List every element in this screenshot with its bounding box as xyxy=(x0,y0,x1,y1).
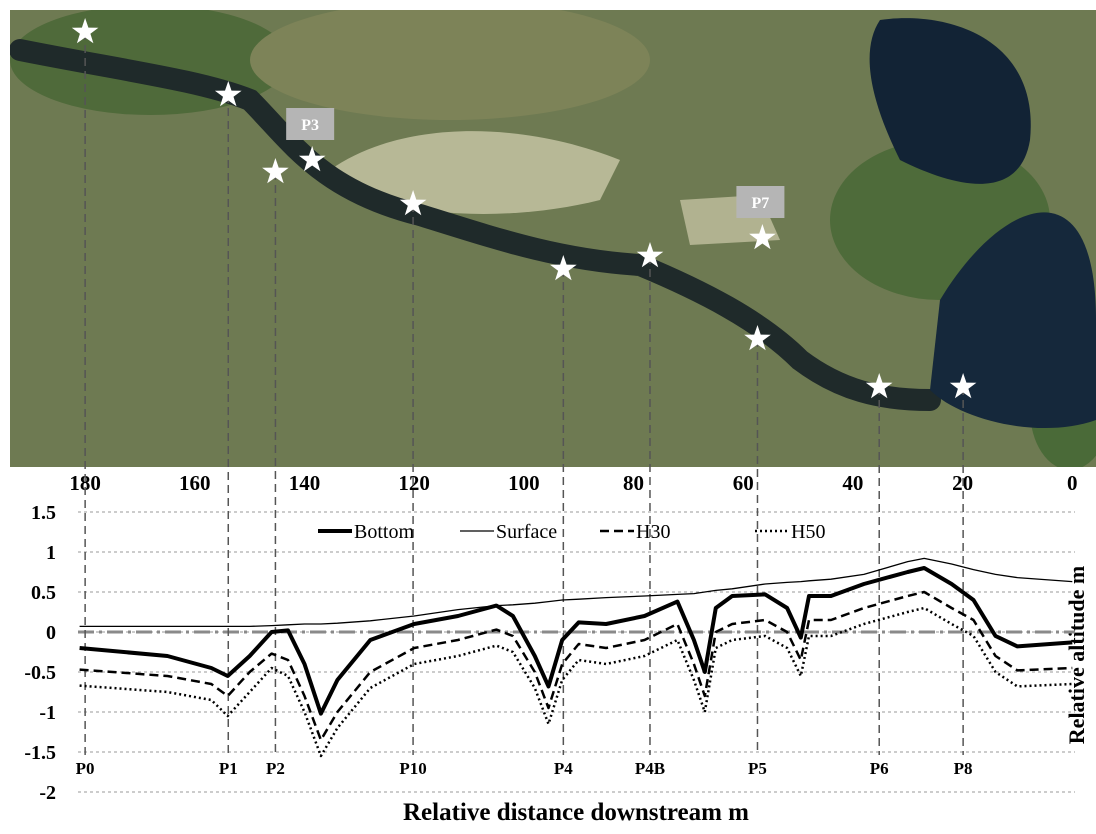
station-label: P8 xyxy=(954,759,973,778)
station-star xyxy=(214,81,242,107)
photo-point-star xyxy=(749,224,776,250)
station-label: P2 xyxy=(266,759,285,778)
x-tick-label: 140 xyxy=(289,471,321,495)
y-tick-label: 1.5 xyxy=(31,502,56,524)
x-tick-label: 40 xyxy=(842,471,863,495)
station-star xyxy=(399,190,427,216)
photo-point-label: P3 xyxy=(301,117,319,134)
station-star xyxy=(71,18,99,44)
legend-label: H30 xyxy=(636,521,670,543)
aerial-photo xyxy=(10,10,1096,467)
station-label: P4B xyxy=(635,759,665,778)
photo-label-box xyxy=(286,108,335,140)
station-star xyxy=(636,242,664,268)
y-tick-label: -2 xyxy=(39,782,56,804)
station-star xyxy=(865,373,893,399)
y-tick-label: -1 xyxy=(39,702,56,724)
station-label: P6 xyxy=(870,759,889,778)
x-tick-label: 160 xyxy=(179,471,211,495)
series-line xyxy=(79,606,1073,758)
station-label: P10 xyxy=(399,759,426,778)
series-line xyxy=(79,566,1073,716)
station-label: P0 xyxy=(76,759,95,778)
y-tick-label: 1 xyxy=(46,542,56,564)
station-label: P4 xyxy=(554,759,573,778)
y-tick-label: -1.5 xyxy=(24,742,56,764)
y-axis-title: Relative altitude m xyxy=(1064,566,1089,744)
series-line xyxy=(79,557,1073,628)
x-tick-label: 60 xyxy=(733,471,754,495)
x-tick-label: 120 xyxy=(398,471,430,495)
x-tick-label: 0 xyxy=(1067,471,1078,495)
photo-point-star xyxy=(298,146,326,172)
x-tick-label: 100 xyxy=(508,471,540,495)
x-tick-label: 80 xyxy=(623,471,644,495)
photo-label-box xyxy=(736,186,785,218)
series-line xyxy=(79,590,1073,742)
station-star xyxy=(949,373,977,399)
station-label: P1 xyxy=(219,759,238,778)
x-axis-title: Relative distance downstream m xyxy=(403,799,749,826)
station-label: P5 xyxy=(748,759,767,778)
y-tick-label: 0 xyxy=(46,622,56,644)
station-star xyxy=(744,325,771,351)
legend-label: Bottom xyxy=(354,521,414,543)
station-star xyxy=(262,158,289,184)
legend-label: H50 xyxy=(791,521,825,543)
station-star xyxy=(550,255,577,281)
photo-point-label: P7 xyxy=(752,195,770,212)
y-tick-label: -0.5 xyxy=(24,662,56,684)
y-tick-label: 0.5 xyxy=(31,582,56,604)
legend-label: Surface xyxy=(496,521,557,543)
